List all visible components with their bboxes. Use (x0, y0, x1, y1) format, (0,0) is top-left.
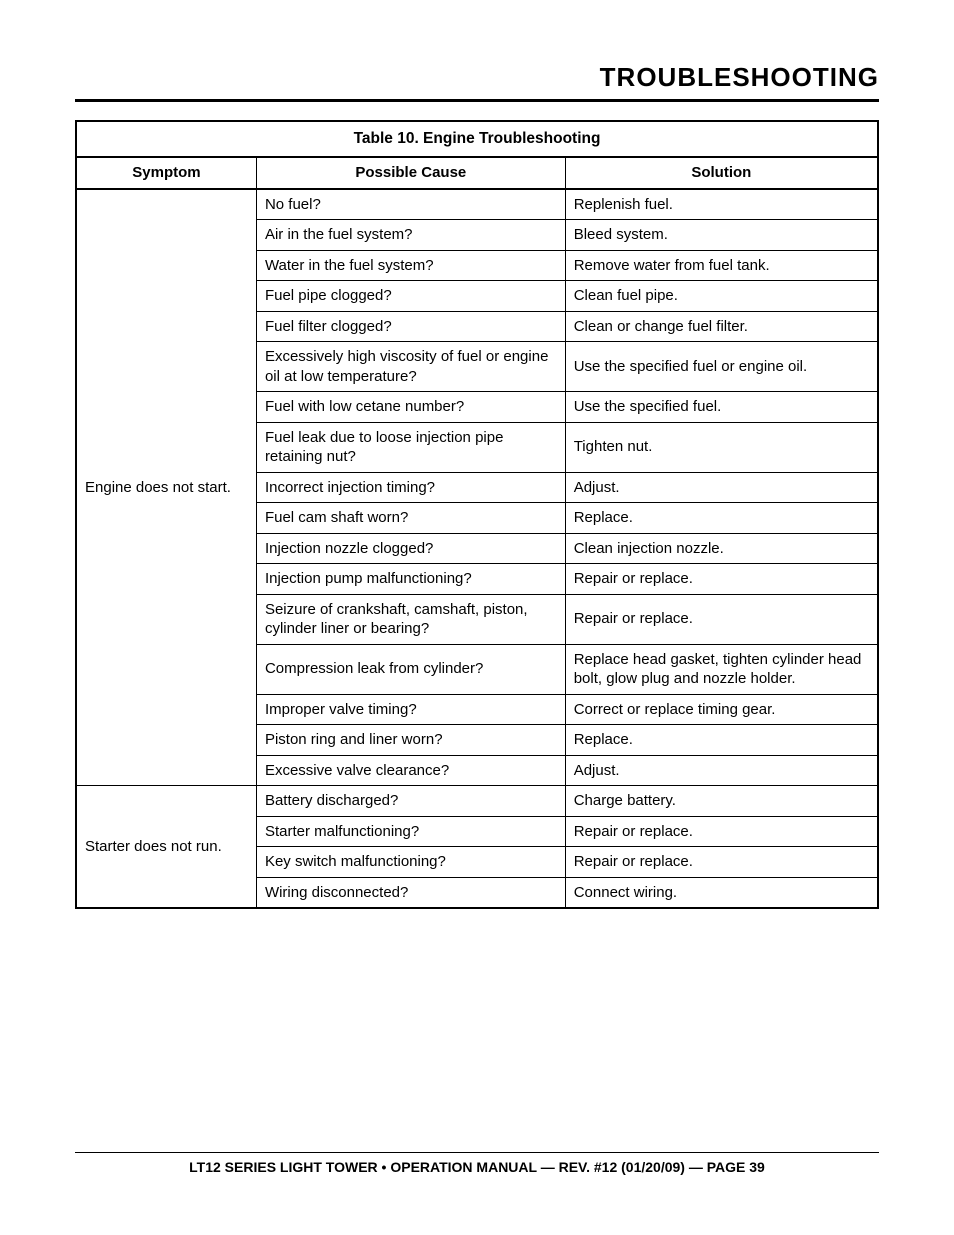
solution-cell: Remove water from fuel tank. (565, 250, 878, 281)
page-footer: LT12 SERIES LIGHT TOWER • OPERATION MANU… (75, 1152, 879, 1175)
cause-cell: Piston ring and liner worn? (256, 725, 565, 756)
cause-cell: Injection pump malfunctioning? (256, 564, 565, 595)
cause-cell: Fuel with low cetane number? (256, 392, 565, 423)
solution-cell: Correct or replace timing gear. (565, 694, 878, 725)
table-row: Engine does not start.No fuel?Replenish … (76, 189, 878, 220)
solution-cell: Replace head gasket, tighten cylinder he… (565, 644, 878, 694)
solution-cell: Charge battery. (565, 786, 878, 817)
page-title: TROUBLESHOOTING (75, 62, 879, 93)
cause-cell: Starter malfunctioning? (256, 816, 565, 847)
col-header-symptom: Symptom (76, 157, 256, 189)
symptom-cell: Engine does not start. (76, 189, 256, 786)
cause-cell: Battery discharged? (256, 786, 565, 817)
cause-cell: Air in the fuel system? (256, 220, 565, 251)
solution-cell: Clean or change fuel filter. (565, 311, 878, 342)
cause-cell: Fuel filter clogged? (256, 311, 565, 342)
solution-cell: Replace. (565, 503, 878, 534)
solution-cell: Replace. (565, 725, 878, 756)
page-header: TROUBLESHOOTING (75, 62, 879, 102)
table-body: Engine does not start.No fuel?Replenish … (76, 189, 878, 909)
cause-cell: Injection nozzle clogged? (256, 533, 565, 564)
cause-cell: Fuel leak due to loose injection pipe re… (256, 422, 565, 472)
troubleshooting-table: Table 10. Engine Troubleshooting Symptom… (75, 120, 879, 909)
solution-cell: Repair or replace. (565, 816, 878, 847)
solution-cell: Connect wiring. (565, 877, 878, 908)
cause-cell: Improper valve timing? (256, 694, 565, 725)
cause-cell: Seizure of crankshaft, camshaft, piston,… (256, 594, 565, 644)
solution-cell: Repair or replace. (565, 564, 878, 595)
cause-cell: Fuel cam shaft worn? (256, 503, 565, 534)
cause-cell: Key switch malfunctioning? (256, 847, 565, 878)
table-caption: Table 10. Engine Troubleshooting (76, 121, 878, 157)
cause-cell: Compression leak from cylinder? (256, 644, 565, 694)
cause-cell: Excessive valve clearance? (256, 755, 565, 786)
col-header-cause: Possible Cause (256, 157, 565, 189)
solution-cell: Adjust. (565, 755, 878, 786)
solution-cell: Use the specified fuel or engine oil. (565, 342, 878, 392)
solution-cell: Repair or replace. (565, 847, 878, 878)
cause-cell: Water in the fuel system? (256, 250, 565, 281)
cause-cell: Wiring disconnected? (256, 877, 565, 908)
cause-cell: Fuel pipe clogged? (256, 281, 565, 312)
table-row: Starter does not run.Battery discharged?… (76, 786, 878, 817)
col-header-solution: Solution (565, 157, 878, 189)
solution-cell: Replenish fuel. (565, 189, 878, 220)
table-header-row: Symptom Possible Cause Solution (76, 157, 878, 189)
solution-cell: Clean fuel pipe. (565, 281, 878, 312)
cause-cell: Incorrect injection timing? (256, 472, 565, 503)
solution-cell: Adjust. (565, 472, 878, 503)
solution-cell: Tighten nut. (565, 422, 878, 472)
solution-cell: Use the specified fuel. (565, 392, 878, 423)
cause-cell: No fuel? (256, 189, 565, 220)
solution-cell: Repair or replace. (565, 594, 878, 644)
table-title-row: Table 10. Engine Troubleshooting (76, 121, 878, 157)
cause-cell: Excessively high viscosity of fuel or en… (256, 342, 565, 392)
page: TROUBLESHOOTING Table 10. Engine Trouble… (0, 0, 954, 1235)
symptom-cell: Starter does not run. (76, 786, 256, 909)
footer-text: LT12 SERIES LIGHT TOWER • OPERATION MANU… (189, 1159, 765, 1175)
solution-cell: Clean injection nozzle. (565, 533, 878, 564)
solution-cell: Bleed system. (565, 220, 878, 251)
